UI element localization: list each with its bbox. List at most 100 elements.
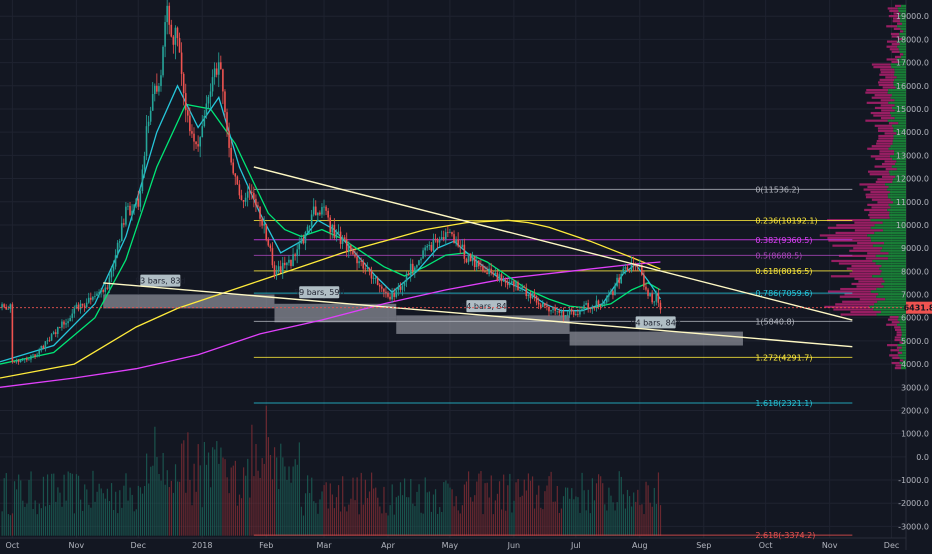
candle-body xyxy=(26,358,28,361)
volume-bar xyxy=(476,481,478,536)
profile-bar-up xyxy=(890,63,906,66)
price-axis[interactable]: 19000.0 18000.0 17000.0 16000.0 15000.0 14000… xyxy=(0,12,932,531)
candle-body xyxy=(273,265,276,276)
candle-body xyxy=(370,270,373,279)
profile-bar-up xyxy=(897,318,906,321)
candle-body xyxy=(244,197,247,202)
volume-bar xyxy=(263,463,265,536)
volume-bar xyxy=(375,487,377,536)
volume-bar xyxy=(538,485,540,536)
volume-bar xyxy=(368,491,371,536)
candle-body xyxy=(267,239,270,246)
candle-body xyxy=(50,334,53,341)
volume-bar xyxy=(278,489,280,536)
profile-bar-up xyxy=(882,229,906,232)
profile-bar-down xyxy=(865,119,888,122)
volume-bar xyxy=(649,502,651,536)
profile-bar-down xyxy=(852,270,882,273)
volume-bar xyxy=(176,481,179,536)
candle-body xyxy=(488,268,490,275)
candle-body xyxy=(310,214,313,226)
profile-bar-down xyxy=(895,364,902,367)
candle-body xyxy=(32,354,34,356)
profile-bar-down xyxy=(838,262,876,265)
candle-body xyxy=(345,239,348,252)
candle-body xyxy=(42,345,45,349)
candle-body xyxy=(67,321,69,324)
candle-body xyxy=(199,137,201,147)
volume-bar xyxy=(387,515,389,536)
candle-body xyxy=(343,237,346,240)
time-axis[interactable]: Oct Nov Dec 2018 Feb Mar Apr May Jun Jul Aug Sep Oct… xyxy=(5,541,899,550)
volume-bar xyxy=(342,476,344,536)
candle-body xyxy=(321,207,323,215)
profile-bar-up xyxy=(901,364,906,367)
volume-bar xyxy=(296,464,298,536)
candle-body xyxy=(259,206,261,219)
candle-body xyxy=(52,332,55,335)
profile-bar-up xyxy=(888,252,906,255)
profile-bar-down xyxy=(878,81,894,84)
profile-bar-up xyxy=(891,114,906,117)
candle-body xyxy=(275,271,278,276)
profile-bar-up xyxy=(894,71,906,74)
candle-body xyxy=(508,283,511,286)
profile-bar-up xyxy=(873,308,906,311)
time-tick-label: Jun xyxy=(507,541,521,550)
profile-bar-up xyxy=(872,244,906,247)
volume-bar xyxy=(26,503,28,536)
candle-body xyxy=(226,112,228,131)
fib-label: 1.272(4291.7) xyxy=(755,353,812,362)
volume-bar xyxy=(404,478,406,536)
candle-body xyxy=(393,293,395,297)
volume-bar xyxy=(168,487,170,536)
profile-bar-down xyxy=(842,300,878,303)
volume-bar xyxy=(480,471,482,536)
candle-body xyxy=(636,266,639,268)
profile-bar-up xyxy=(889,173,906,176)
profile-bar-up xyxy=(900,326,906,329)
volume-bar xyxy=(461,505,463,536)
volume-bar xyxy=(44,506,47,536)
moving-average-line xyxy=(0,103,661,365)
profile-bar-down xyxy=(885,168,897,171)
volume-bar xyxy=(36,514,38,536)
candle-body xyxy=(123,223,125,225)
candle-body xyxy=(496,272,499,281)
candle-body xyxy=(118,241,121,243)
candle-body xyxy=(440,237,443,240)
profile-bar-up xyxy=(902,351,906,354)
volume-bar xyxy=(595,483,598,536)
volume-bar xyxy=(205,464,208,536)
volume-bar xyxy=(344,506,346,536)
volume-bar xyxy=(410,478,412,536)
price-tick-label: -3000.0 xyxy=(898,522,929,531)
volume-bar xyxy=(379,506,381,536)
candle-body xyxy=(591,307,594,310)
profile-bar-down xyxy=(891,361,900,365)
bar-range-label: 84 bars, 84d xyxy=(461,302,512,311)
profile-bar-down xyxy=(887,318,898,321)
volume-bar xyxy=(542,509,544,536)
volume-bar xyxy=(624,508,627,536)
profile-bar-down xyxy=(844,293,879,296)
profile-bar-down xyxy=(871,198,891,201)
profile-bar-down xyxy=(878,134,894,138)
candle-body xyxy=(304,232,307,244)
price-tick-label: 5000.0 xyxy=(901,337,929,346)
profile-bar-down xyxy=(893,27,901,30)
volume-bar xyxy=(639,505,641,536)
profile-bar-up xyxy=(890,145,906,148)
price-tick-label: 7000.0 xyxy=(901,291,929,300)
volume-bar xyxy=(439,507,441,536)
volume-bar xyxy=(251,424,253,536)
candle-body xyxy=(436,239,439,243)
candle-body xyxy=(634,265,637,267)
volume-bar xyxy=(259,477,261,536)
profile-bar-up xyxy=(894,150,906,153)
candle-body xyxy=(434,238,437,240)
volume-bar xyxy=(366,498,369,536)
profile-bar-down xyxy=(876,139,893,143)
candle-body xyxy=(360,261,362,263)
